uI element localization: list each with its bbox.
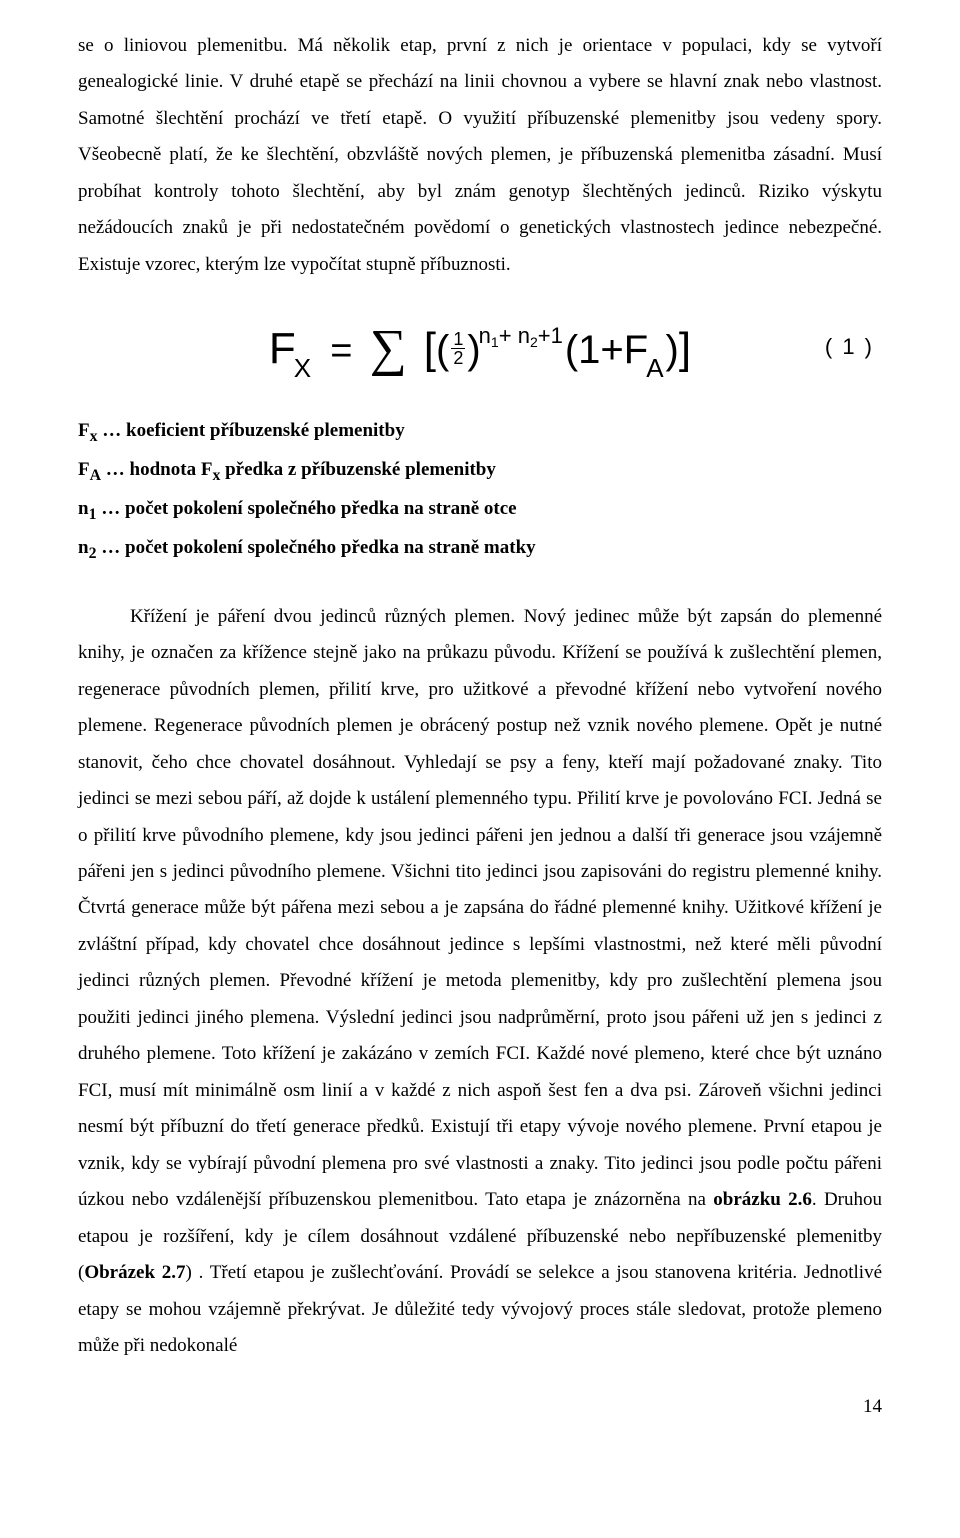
- sigma-icon: ∑: [370, 320, 407, 377]
- bold-ref-1: obrázku 2.6: [713, 1189, 812, 1210]
- definitions: Fx … koeficient příbuzenské plemenitby F…: [78, 413, 882, 568]
- frac-den: 2: [451, 349, 465, 367]
- exponent: n1+ n2+1: [479, 323, 563, 348]
- bold-ref-2: Obrázek 2.7: [84, 1262, 185, 1283]
- def-n1: n1 … počet pokolení společného předka na…: [78, 491, 882, 530]
- formula-F: F: [269, 324, 296, 373]
- bracket-open: [: [424, 324, 436, 373]
- def-fx: Fx … koeficient příbuzenské plemenitby: [78, 413, 882, 452]
- one-plus-f: (1+F: [565, 328, 648, 372]
- def-n2: n2 … počet pokolení společného předka na…: [78, 530, 882, 569]
- fraction: 12: [451, 330, 465, 367]
- paragraph-2: Křížení je páření dvou jedinců různých p…: [78, 599, 882, 1365]
- formula-eq: =: [330, 330, 352, 372]
- def-fa: FA … hodnota Fx předka z příbuzenské ple…: [78, 452, 882, 491]
- formula-sub-x: X: [294, 353, 311, 383]
- paren-close-2: ): [666, 328, 679, 372]
- frac-num: 1: [451, 330, 465, 349]
- para2-text-3: ) . Třetí etapou je zušlechťování. Prová…: [78, 1262, 882, 1356]
- formula: FX = ∑ [(12)n1+ n2+1(1+FA)]: [269, 297, 691, 397]
- paragraph-1: se o liniovou plemenitbu. Má několik eta…: [78, 28, 882, 283]
- formula-sub-a: A: [646, 353, 663, 383]
- page-number: 14: [78, 1389, 882, 1425]
- formula-row: FX = ∑ [(12)n1+ n2+1(1+FA)] ( 1 ): [78, 307, 882, 387]
- bracket-close: ]: [679, 324, 691, 373]
- para2-text-1: Křížení je páření dvou jedinců různých p…: [78, 606, 882, 1211]
- paren-open: (: [436, 328, 449, 372]
- equation-number: ( 1 ): [825, 326, 874, 368]
